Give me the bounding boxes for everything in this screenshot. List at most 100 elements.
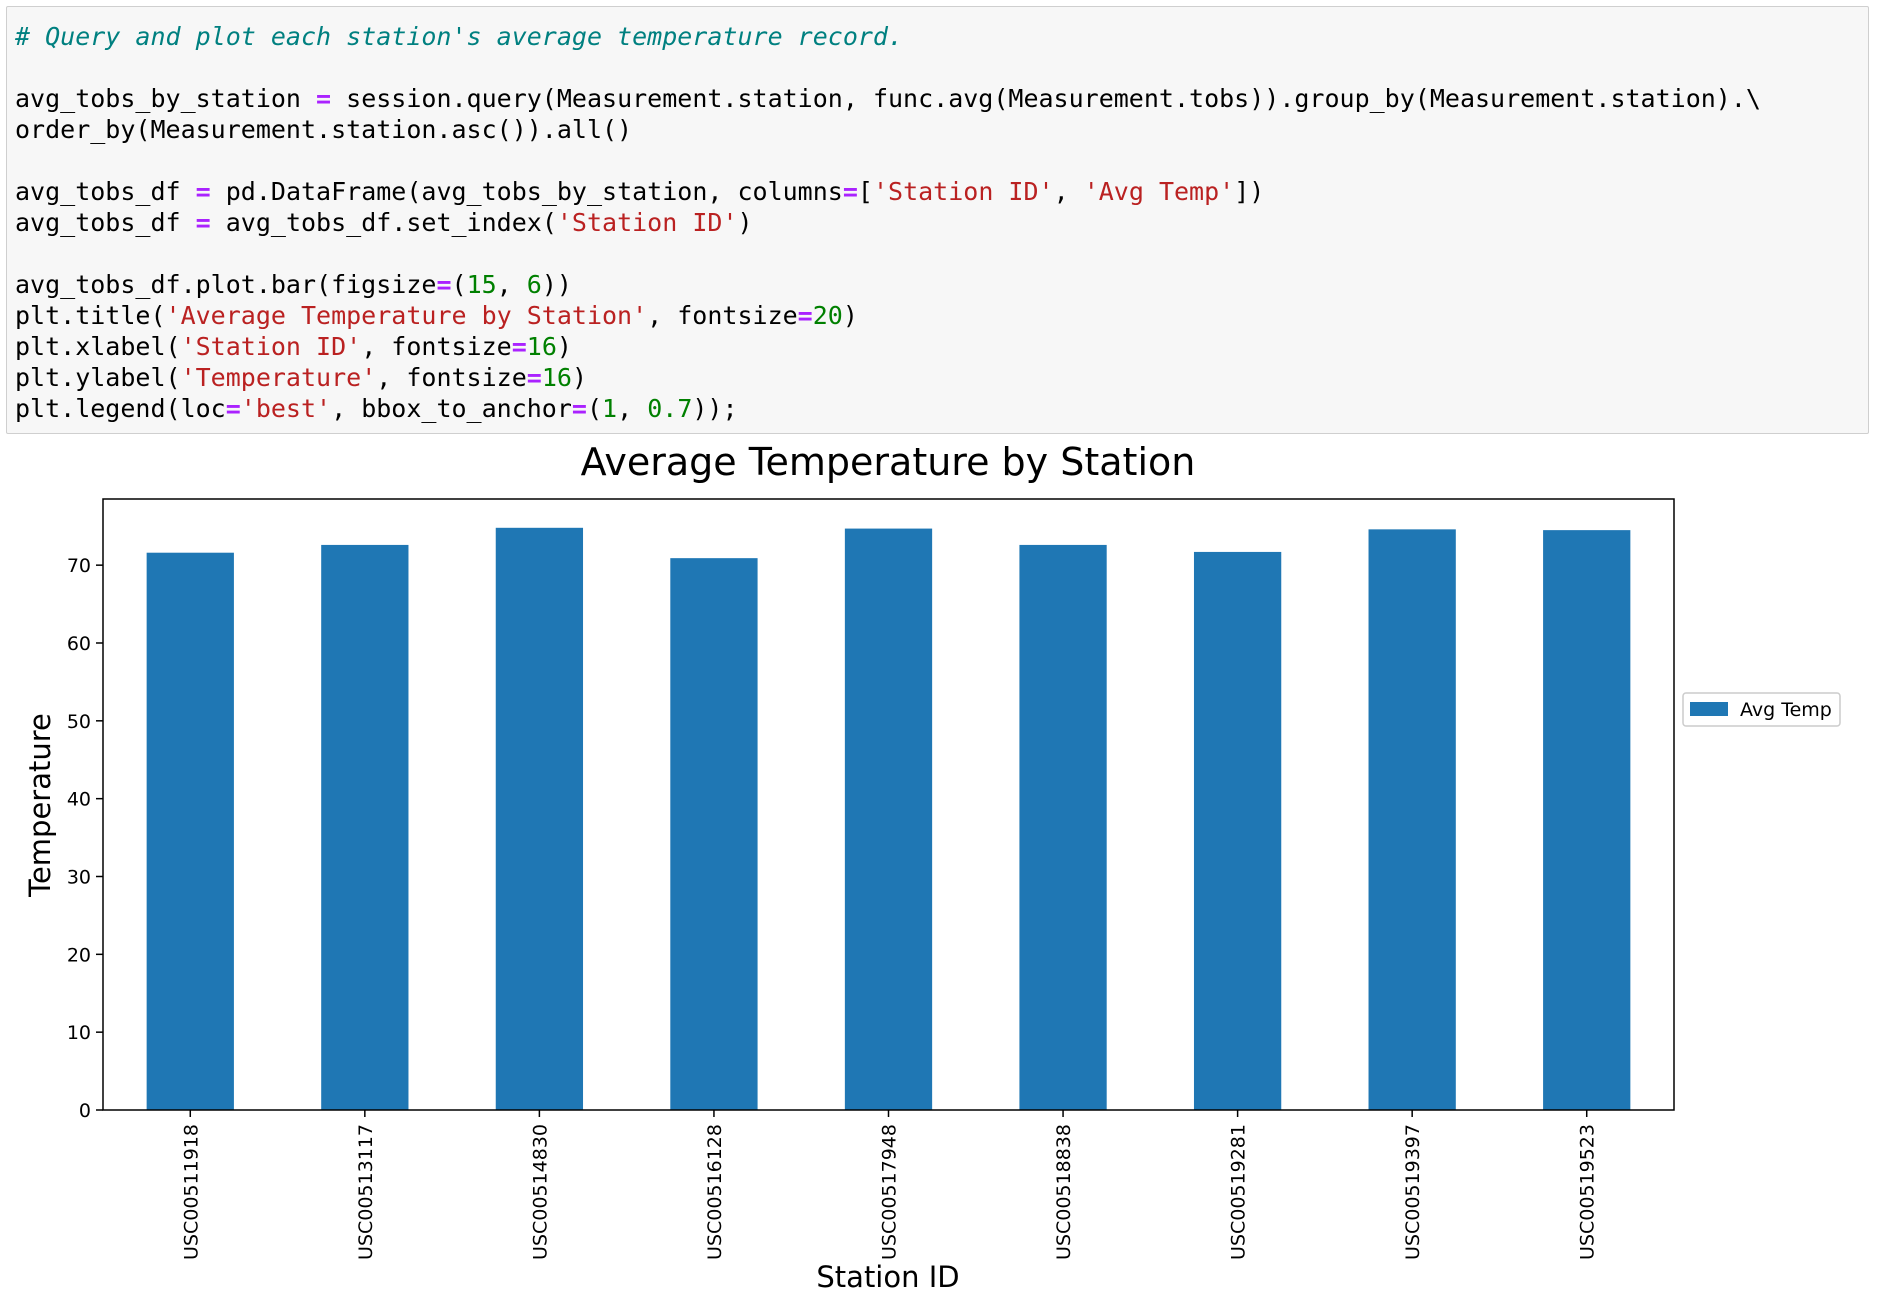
code-token: avg_tobs_df.set_index( — [210, 208, 557, 237]
code-token: , — [496, 270, 527, 299]
code-token: ) — [571, 363, 587, 392]
code-token: 0.7 — [647, 394, 693, 423]
code-line: plt.xlabel('Station ID', fontsize=16) — [15, 331, 1761, 362]
code-token: = — [571, 394, 587, 423]
code-token: plt.ylabel( — [15, 363, 181, 392]
bar-USC00519397 — [1368, 529, 1456, 1110]
code-token: [ — [857, 177, 873, 206]
chart-title: Average Temperature by Station — [581, 445, 1196, 484]
code-token: 16 — [526, 332, 557, 361]
code-token: 'Station ID' — [872, 177, 1054, 206]
code-line: plt.title('Average Temperature by Statio… — [15, 300, 1761, 331]
y-tick-label: 30 — [67, 866, 91, 888]
code-token: )); — [692, 394, 738, 423]
code-token: plt.xlabel( — [15, 332, 181, 361]
code-token: = — [316, 84, 332, 113]
y-axis: 0 10 20 30 40 50 60 70 — [67, 555, 103, 1122]
code-line — [15, 145, 1761, 176]
x-axis-label: Station ID — [816, 1260, 959, 1294]
bar-USC00519523 — [1543, 530, 1631, 1110]
x-tick-label: USC00513117 — [355, 1124, 377, 1260]
code-line: avg_tobs_by_station = session.query(Meas… — [15, 83, 1761, 114]
y-tick-label: 0 — [79, 1100, 91, 1122]
code-token: = — [225, 394, 241, 423]
code-token: 'Station ID' — [180, 332, 362, 361]
legend: Avg Temp — [1682, 692, 1841, 727]
code-token: 'Avg Temp' — [1083, 177, 1235, 206]
code-token: ( — [451, 270, 467, 299]
code-token: plt.legend(loc — [15, 394, 226, 423]
code-token: ]) — [1234, 177, 1265, 206]
code-token: , bbox_to_anchor — [331, 394, 572, 423]
code-token: = — [797, 301, 813, 330]
code-token: , — [1053, 177, 1084, 206]
code-token: avg_tobs_df — [15, 177, 196, 206]
code-token: ) — [737, 208, 753, 237]
y-tick-label: 40 — [67, 789, 91, 811]
x-tick-label: USC00519523 — [1577, 1124, 1599, 1260]
code-token: 1 — [602, 394, 618, 423]
code-token: pd.DataFrame(avg_tobs_by_station, column… — [210, 177, 843, 206]
code-token: 16 — [541, 363, 572, 392]
code-line: avg_tobs_df = avg_tobs_df.set_index('Sta… — [15, 207, 1761, 238]
code-token: 'Temperature' — [180, 363, 377, 392]
code-line: plt.ylabel('Temperature', fontsize=16) — [15, 362, 1761, 393]
bar-USC00513117 — [321, 544, 409, 1110]
bar-USC00511918 — [146, 552, 234, 1110]
code-token: , fontsize — [647, 301, 798, 330]
code-token: = — [511, 332, 527, 361]
y-tick-label: 10 — [67, 1022, 91, 1044]
x-tick-label: USC00518838 — [1053, 1124, 1075, 1260]
code-token: order_by(Measurement.station.asc()).all(… — [15, 115, 633, 144]
x-tick-label: USC00517948 — [879, 1124, 901, 1260]
bar-USC00518838 — [1019, 544, 1107, 1110]
code-token: 6 — [526, 270, 542, 299]
code-token: = — [842, 177, 858, 206]
bar-USC00514830 — [495, 527, 584, 1110]
bars-group — [146, 527, 1631, 1110]
code-token: = — [436, 270, 452, 299]
legend-swatch — [1690, 702, 1728, 716]
y-tick-label: 70 — [67, 555, 91, 577]
code-token: = — [526, 363, 542, 392]
bar-USC00516128 — [670, 558, 758, 1110]
code-line: plt.legend(loc='best', bbox_to_anchor=(1… — [15, 393, 1761, 424]
code-token: 'Average Temperature by Station' — [165, 301, 648, 330]
x-tick-label: USC00519397 — [1402, 1124, 1424, 1260]
y-tick-label: 50 — [67, 711, 91, 733]
code-token: ) — [556, 332, 572, 361]
code-token: , fontsize — [361, 332, 512, 361]
code-token: avg_tobs_df.plot.bar(figsize — [15, 270, 437, 299]
legend-box — [1682, 692, 1841, 727]
plot-frame — [102, 498, 1675, 1111]
code-token: plt.title( — [15, 301, 166, 330]
y-axis-label: Temperature — [23, 713, 57, 898]
code-editor[interactable]: # Query and plot each station's average … — [15, 21, 1761, 424]
code-line: # Query and plot each station's average … — [15, 21, 1761, 52]
code-line — [15, 52, 1761, 83]
code-line: avg_tobs_df.plot.bar(figsize=(15, 6)) — [15, 269, 1761, 300]
code-token: = — [195, 177, 211, 206]
x-tick-label: USC00514830 — [529, 1124, 551, 1260]
code-token: 20 — [812, 301, 843, 330]
code-token: session.query(Measurement.station, func.… — [331, 84, 1761, 113]
legend-label: Avg Temp — [1740, 699, 1832, 721]
x-tick-label: USC00516128 — [704, 1124, 726, 1260]
bar-USC00519281 — [1193, 551, 1282, 1110]
x-axis: USC00511918 USC00513117 USC00514830 USC0051… — [180, 1110, 1599, 1260]
bar-chart: Average Temperature by Station 0 10 20 30 40… — [23, 445, 1841, 1294]
code-line: order_by(Measurement.station.asc()).all(… — [15, 114, 1761, 145]
code-token: avg_tobs_by_station — [15, 84, 317, 113]
y-tick-label: 20 — [67, 944, 91, 966]
code-line — [15, 238, 1761, 269]
x-tick-label: USC00519281 — [1228, 1124, 1250, 1260]
code-token: = — [195, 208, 211, 237]
bar-USC00517948 — [844, 528, 933, 1110]
code-token: ( — [586, 394, 603, 423]
code-token: , fontsize — [376, 363, 527, 392]
code-token: )) — [541, 270, 572, 299]
x-tick-label: USC00511918 — [180, 1124, 202, 1260]
code-token: 'best' — [240, 394, 332, 423]
code-cell[interactable]: # Query and plot each station's average … — [6, 6, 1869, 434]
code-token: avg_tobs_df — [15, 208, 196, 237]
